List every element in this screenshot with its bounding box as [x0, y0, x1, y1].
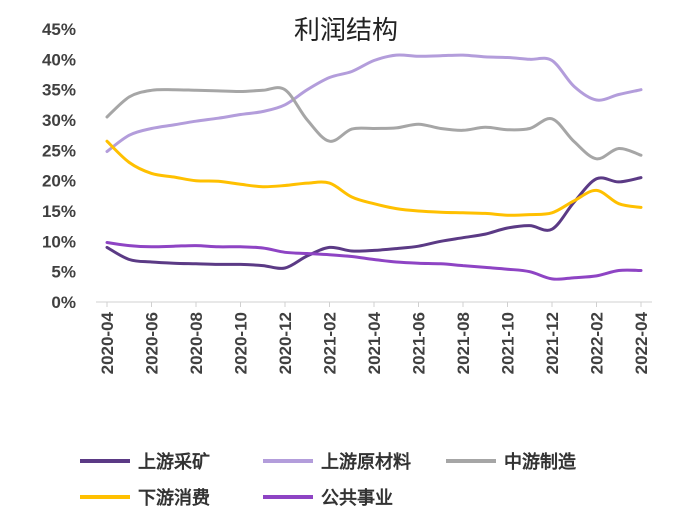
- x-tick-label: 2020-06: [143, 312, 162, 374]
- y-tick-label: 30%: [42, 111, 76, 130]
- series-line-3: [105, 139, 643, 217]
- series-line-4: [105, 241, 643, 281]
- x-tick-label: 2022-04: [632, 311, 651, 374]
- x-tick-label: 2021-04: [365, 311, 384, 374]
- x-tick-label: 2020-08: [187, 312, 206, 374]
- x-tick-label: 2021-12: [543, 312, 562, 374]
- legend-label: 中游制造: [504, 451, 576, 473]
- series-line-1: [105, 53, 643, 153]
- series-lines: [105, 53, 643, 281]
- x-tick-label: 2020-12: [276, 312, 295, 374]
- y-tick-label: 0%: [51, 293, 76, 312]
- y-tick-label: 40%: [42, 50, 76, 69]
- legend-label: 上游原材料: [321, 451, 411, 473]
- x-tick-label: 2021-08: [454, 312, 473, 374]
- y-tick-label: 35%: [42, 81, 76, 100]
- y-tick-label: 45%: [42, 20, 76, 39]
- y-tick-label: 25%: [42, 141, 76, 160]
- y-tick-label: 10%: [42, 232, 76, 251]
- chart-title: 利润结构: [294, 16, 398, 46]
- x-tick-label: 2021-06: [410, 312, 429, 374]
- y-tick-label: 5%: [51, 263, 76, 282]
- x-tick-label: 2021-02: [321, 312, 340, 374]
- legend-label: 上游采矿: [138, 451, 210, 473]
- x-tick-label: 2020-04: [98, 311, 117, 374]
- legend-label: 下游消费: [138, 487, 210, 509]
- y-tick-label: 20%: [42, 172, 76, 191]
- x-tick-label: 2021-10: [499, 312, 518, 374]
- x-tick-label: 2022-02: [588, 312, 607, 374]
- y-axis-ticks: 0% 5% 10% 15% 20% 25% 30% 35% 40% 45%: [42, 20, 76, 312]
- x-tick-label: 2020-10: [232, 312, 251, 374]
- legend-label: 公共事业: [321, 487, 393, 509]
- x-axis-ticks: 2020-04 2020-06 2020-08 2020-10 2020-12 2021-…: [98, 302, 651, 374]
- series-line-0: [105, 176, 643, 270]
- y-tick-label: 15%: [42, 202, 76, 221]
- series-line-2: [105, 86, 643, 161]
